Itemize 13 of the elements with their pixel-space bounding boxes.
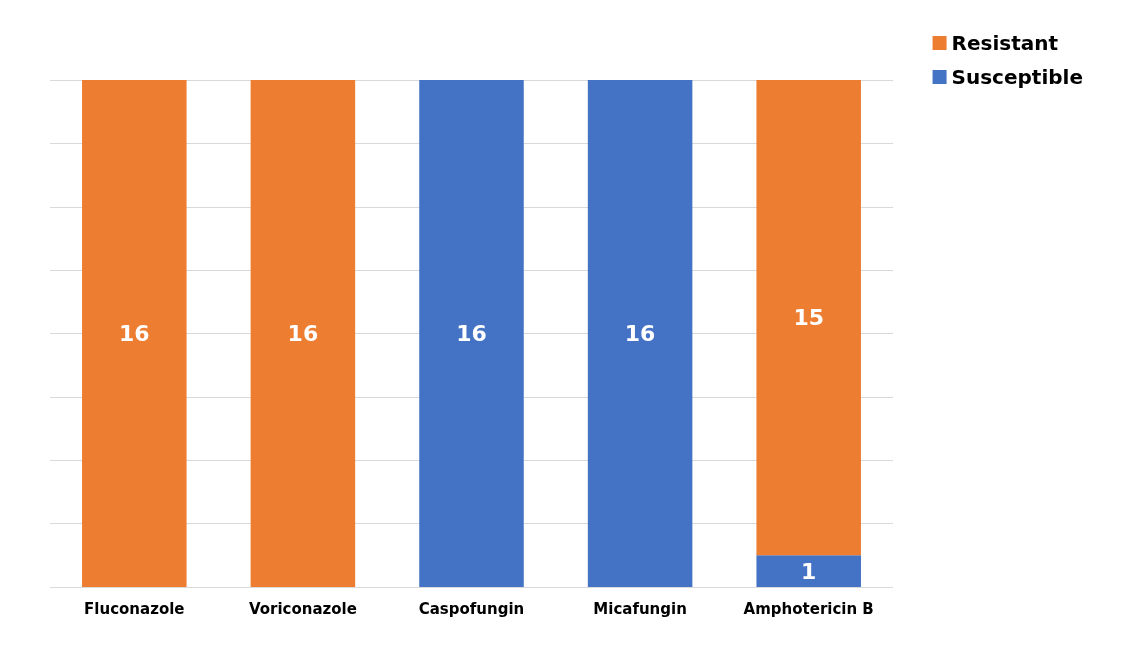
legend-label: Resistant (951, 31, 1059, 55)
x-tick-label: Caspofungin (418, 599, 525, 618)
x-tick-label: Voriconazole (248, 599, 357, 618)
data-label: 16 (624, 321, 656, 346)
x-tick-label: Amphotericin B (743, 599, 874, 618)
data-label: 16 (118, 321, 150, 346)
data-label: 16 (456, 321, 487, 346)
x-tick-label: Micafungin (593, 599, 687, 618)
data-label: 16 (287, 321, 319, 346)
legend-label: Susceptible (951, 65, 1083, 89)
data-label: 1 (801, 558, 817, 584)
x-tick-label: Fluconazole (84, 599, 185, 618)
data-label: 15 (793, 305, 825, 331)
